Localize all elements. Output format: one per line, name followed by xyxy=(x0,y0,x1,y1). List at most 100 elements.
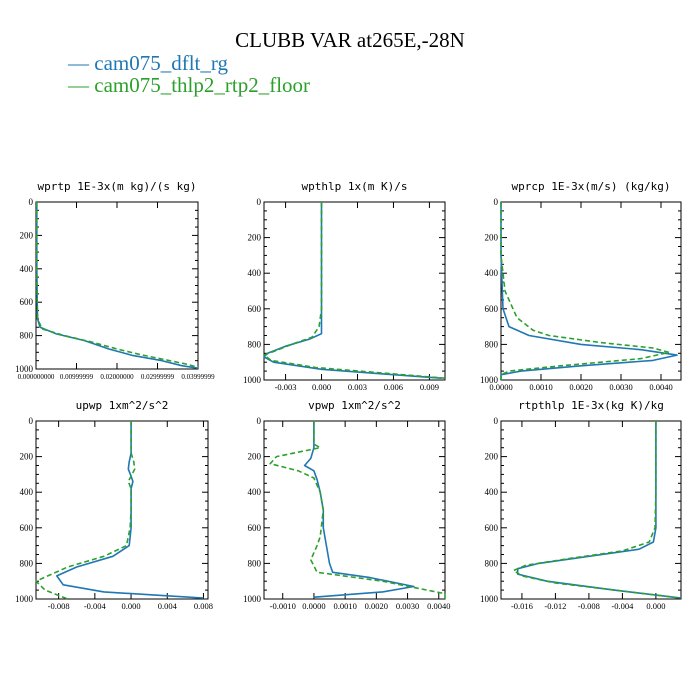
y-tick-label: 1000 xyxy=(15,594,34,604)
legend-item-2: — cam075_thlp2_rtp2_floor xyxy=(68,73,311,97)
x-tick-label: 0.0030 xyxy=(609,382,632,392)
panel-2: wpthlp 1x(m K)/s 0 200 400 600 800 1000 -0.003 0… xyxy=(243,180,446,392)
y-tick-label: 600 xyxy=(248,523,262,533)
y-tick-label: 400 xyxy=(248,487,262,497)
y-tick-label: 400 xyxy=(20,264,34,274)
panel-6: rtpthlp 1E-3x(kg K)/kg 0 200 400 600 800 1000 -… xyxy=(480,399,682,611)
x-tick-label: 0.0040 xyxy=(427,601,450,611)
panel-3: wprcp 1E-3x(m/s) (kg/kg) 0 200 400 600 800 100… xyxy=(480,180,682,392)
y-tick-label: 200 xyxy=(485,452,499,462)
x-tick-label: -0.008 xyxy=(48,601,70,611)
y-tick-label: 800 xyxy=(20,558,34,568)
x-tick-label: -0.012 xyxy=(544,601,566,611)
legend: — cam075_dflt_rg — cam075_thlp2_rtp2_flo… xyxy=(68,52,310,96)
x-tick-label: 0.03999999 xyxy=(181,373,215,381)
y-tick-label: 200 xyxy=(485,233,499,243)
legend-label-1: cam075_dflt_rg xyxy=(94,51,229,75)
x-tick-label: -0.004 xyxy=(611,601,634,611)
x-tick-label: 0.006 xyxy=(384,382,403,392)
x-tick-label: -0.004 xyxy=(84,601,107,611)
plot-frame xyxy=(263,201,446,381)
y-tick-label: 600 xyxy=(20,523,34,533)
x-tick-label: 0.003 xyxy=(348,382,367,392)
x-tick-label: 0.0010 xyxy=(529,382,552,392)
y-tick-label: 600 xyxy=(20,297,34,307)
y-tick-label: 800 xyxy=(20,331,34,341)
x-tick-label: 0.02999999 xyxy=(141,373,175,381)
plot-frame xyxy=(500,201,682,381)
x-tick-label: 0.0020 xyxy=(569,382,592,392)
x-tick-label: 0.0000 xyxy=(489,382,512,392)
y-tick-label: 800 xyxy=(485,558,499,568)
y-tick-label: 200 xyxy=(20,230,34,240)
y-tick-label: 600 xyxy=(485,304,499,314)
x-tick-label: 0.000 xyxy=(121,601,140,611)
series-line-1 xyxy=(56,421,204,599)
panel-title: wpthlp 1x(m K)/s xyxy=(302,180,408,193)
x-tick-label: 0.008 xyxy=(194,601,213,611)
y-tick-label: 400 xyxy=(248,268,262,278)
y-tick-label: 1000 xyxy=(243,594,262,604)
figure-title: CLUBB VAR at265E,-28N xyxy=(235,28,465,52)
plot-frame xyxy=(500,420,682,600)
y-tick-label: 1000 xyxy=(15,364,34,374)
legend-label-2: cam075_thlp2_rtp2_floor xyxy=(94,73,311,97)
y-tick-label: 200 xyxy=(20,452,34,462)
y-tick-label: 600 xyxy=(485,523,499,533)
x-tick-label: 0.000000000 xyxy=(18,373,55,381)
x-tick-label: -0.008 xyxy=(578,601,600,611)
panel-4: upwp 1xm^2/s^2 0 200 400 600 800 1000 -0.008 -0.… xyxy=(15,399,213,611)
x-tick-label: 0.004 xyxy=(158,601,178,611)
x-tick-label: -0.016 xyxy=(511,601,533,611)
series-line-1 xyxy=(36,202,199,369)
series-line-1 xyxy=(500,202,678,380)
panel-title: vpwp 1xm^2/s^2 xyxy=(308,399,401,412)
x-tick-label: 0.0000 xyxy=(302,601,325,611)
y-tick-label: 600 xyxy=(248,304,262,314)
series-line-2 xyxy=(512,421,682,599)
panel-title: wprcp 1E-3x(m/s) (kg/kg) xyxy=(512,180,671,193)
x-tick-label: -0.0010 xyxy=(270,601,296,611)
y-tick-label: 1000 xyxy=(480,594,499,604)
series-line-1 xyxy=(263,202,442,379)
y-tick-label: 1000 xyxy=(243,375,262,385)
x-tick-label: 0.0030 xyxy=(396,601,419,611)
x-tick-label: 0.009 xyxy=(420,382,439,392)
x-tick-label: 0.000 xyxy=(646,601,665,611)
y-tick-label: 0 xyxy=(494,197,499,207)
plot-frame xyxy=(35,201,199,370)
y-tick-label: 400 xyxy=(485,268,499,278)
x-tick-label: 0.0020 xyxy=(365,601,388,611)
series-line-2 xyxy=(263,202,446,379)
x-tick-label: 0.0040 xyxy=(649,382,672,392)
y-tick-label: 0 xyxy=(29,416,34,426)
x-tick-label: 0.000 xyxy=(312,382,331,392)
plot-frame xyxy=(35,420,209,600)
plot-frame xyxy=(263,420,446,600)
series-line-1 xyxy=(303,421,415,598)
y-tick-label: 0 xyxy=(257,416,262,426)
y-tick-label: 400 xyxy=(485,487,499,497)
x-tick-label: 0.02000000 xyxy=(100,373,134,381)
legend-item-1: — cam075_dflt_rg xyxy=(68,51,229,75)
x-tick-label: 0.0010 xyxy=(333,601,356,611)
y-tick-label: 800 xyxy=(248,339,262,349)
y-tick-label: 0 xyxy=(29,197,34,207)
y-tick-label: 200 xyxy=(248,452,262,462)
y-tick-label: 0 xyxy=(257,197,262,207)
panel-title: rtpthlp 1E-3x(kg K)/kg xyxy=(518,399,664,412)
series-line-2 xyxy=(36,202,199,369)
series-line-2 xyxy=(500,202,670,380)
y-tick-label: 400 xyxy=(20,487,34,497)
panel-5: vpwp 1xm^2/s^2 0 200 400 600 800 1000 -0.0010 0.… xyxy=(243,399,450,611)
y-tick-label: 0 xyxy=(494,416,499,426)
x-tick-label: 0.00999999 xyxy=(60,373,94,381)
panel-title: wprtp 1E-3x(m kg)/(s kg) xyxy=(38,180,197,193)
panel-title: upwp 1xm^2/s^2 xyxy=(76,399,169,412)
y-tick-label: 1000 xyxy=(480,375,499,385)
y-tick-label: 200 xyxy=(248,233,262,243)
series-line-2 xyxy=(35,421,136,600)
x-tick-label: -0.003 xyxy=(275,382,297,392)
panel-1: wprtp 1E-3x(m kg)/(s kg) 0 200 400 600 800 100… xyxy=(15,180,215,381)
